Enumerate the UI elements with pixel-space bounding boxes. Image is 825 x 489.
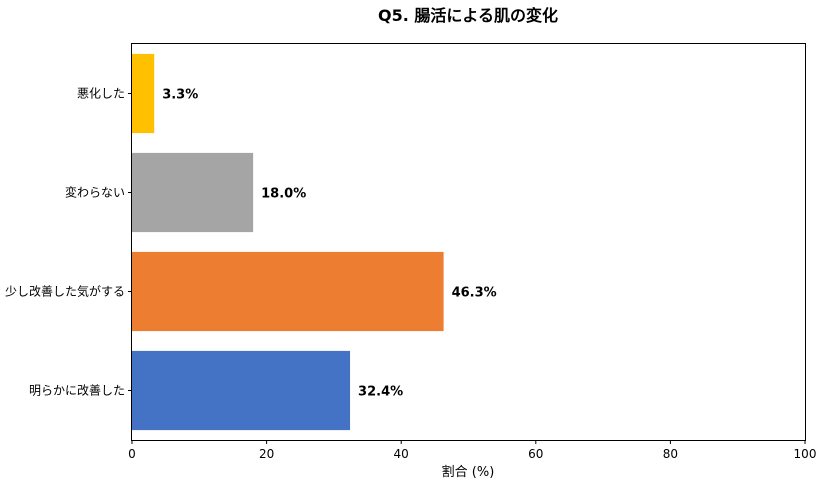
chart-title: Q5. 腸活による肌の変化 [378, 6, 558, 25]
x-tick-label: 0 [128, 447, 136, 461]
x-tick-label: 20 [259, 447, 274, 461]
category-label: 少し改善した気がする [5, 284, 125, 299]
bar-value-label: 18.0% [261, 187, 306, 202]
category-label: 悪化した [77, 87, 125, 101]
plot-frame [131, 43, 806, 441]
bar [132, 53, 155, 134]
bar [132, 152, 254, 233]
bar [132, 251, 444, 332]
bar-value-label: 3.3% [162, 88, 198, 103]
bar-value-label: 32.4% [358, 385, 403, 400]
x-tick-label: 60 [528, 447, 543, 461]
x-tick-label: 100 [794, 447, 817, 461]
x-ticks-group: 0 20 40 60 80 100 [128, 440, 816, 461]
bar-value-label: 46.3% [452, 286, 497, 301]
x-axis-label: 割合 (%) [442, 464, 495, 480]
x-tick-label: 40 [394, 447, 409, 461]
data-labels-group: 3.3% 18.0% 46.3% 32.4% [162, 88, 496, 400]
bars-group [132, 53, 444, 431]
category-label: 変わらない [65, 185, 125, 200]
category-label: 明らかに改善した [29, 383, 125, 398]
x-tick-label: 80 [663, 447, 678, 461]
bar [132, 350, 351, 431]
